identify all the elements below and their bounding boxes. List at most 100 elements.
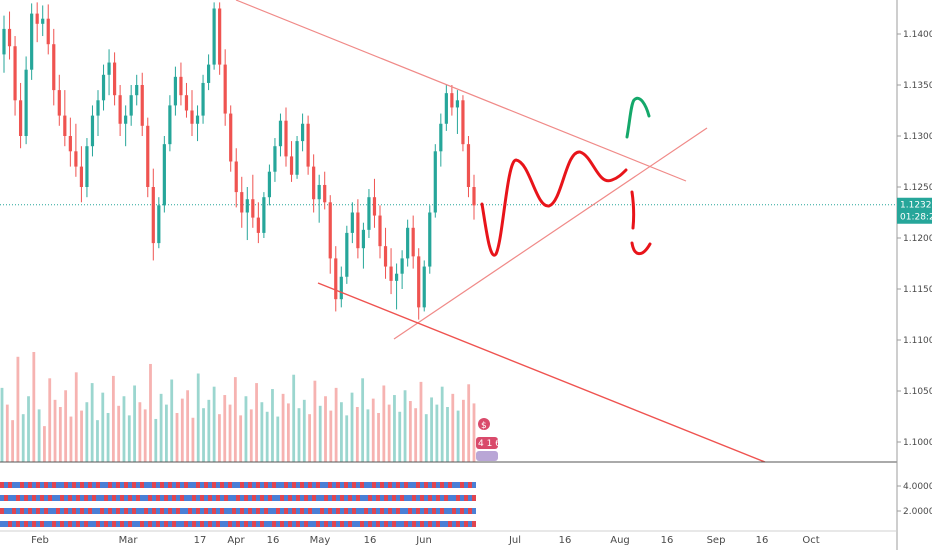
indicator-cell [12, 495, 16, 501]
candle [7, 11, 12, 60]
volume-bar [207, 399, 211, 462]
indicator-cell [392, 508, 396, 514]
volume-bar [393, 395, 396, 462]
indicator-cell [428, 521, 432, 527]
indicator-cell [472, 495, 476, 501]
indicator-cell [324, 508, 328, 514]
indicator-cell [420, 482, 424, 488]
indicator-cell [268, 521, 272, 527]
volume-bar [196, 373, 200, 462]
time-tick-label: 16 [756, 535, 769, 546]
candle [295, 136, 299, 179]
candle [356, 199, 360, 259]
volume-bar [218, 414, 221, 462]
candle-body [7, 28, 12, 47]
indicator-cell [224, 495, 228, 501]
volume-bar [117, 405, 121, 462]
indicator-cell [80, 482, 84, 488]
candle [74, 123, 78, 177]
candle [90, 105, 95, 157]
indicator-cell [164, 521, 168, 527]
volume-bar [366, 409, 370, 462]
candle [240, 176, 244, 228]
indicator-cell [204, 482, 208, 488]
indicator-cell [240, 482, 244, 488]
indicator-cell [340, 508, 344, 514]
indicator-cell [380, 508, 384, 514]
time-tick-label: Sep [707, 535, 726, 546]
indicator-cell [124, 482, 128, 488]
time-axis[interactable]: Feb Mar 17 Apr 16 May 16 Jun Jul 16 Aug 16 Sep 16 Oct [0, 530, 897, 546]
candle-body [312, 166, 316, 200]
indicator-cell [20, 521, 24, 527]
indicator-cell [232, 521, 236, 527]
candle [433, 144, 437, 218]
indicator-cell [288, 508, 292, 514]
indicator-cell [384, 482, 388, 488]
indicator-cell [284, 482, 288, 488]
indicator-cell [168, 495, 172, 501]
volume-bar [5, 404, 9, 462]
volume-bar [334, 387, 338, 462]
indicator-cell [448, 482, 452, 488]
time-tick-label: Apr [227, 535, 245, 546]
indicator-cell [180, 508, 184, 514]
volume-bar [255, 383, 258, 462]
price-axis[interactable]: 1.14000 1.13500 1.13000 1.12500 1.12000 1.115… [896, 0, 932, 550]
volume-bar [74, 372, 78, 462]
indicator-cell [124, 495, 128, 501]
volume-bar [127, 415, 131, 462]
volume-bar [440, 386, 444, 462]
candle-body [295, 141, 299, 175]
indicator-cell [132, 521, 136, 527]
indicator-cell [40, 521, 44, 527]
indicator-cell [4, 521, 8, 527]
indicator-cell [116, 495, 120, 501]
indicator-cell [160, 508, 164, 514]
indicator-cell [244, 495, 248, 501]
indicator-cell [336, 508, 340, 514]
candle [245, 187, 249, 241]
indicator-cell [364, 482, 368, 488]
indicator-cell [244, 482, 248, 488]
indicator-cell [36, 521, 40, 527]
candle-body [367, 197, 371, 230]
indicator-cell [364, 521, 368, 527]
candle-body [41, 18, 45, 24]
indicator-cell [128, 521, 132, 527]
volume-bar [186, 390, 190, 462]
indicator-cell [288, 521, 292, 527]
indicator-cell [172, 521, 176, 527]
indicator-cell [52, 495, 56, 501]
volume-bar [37, 409, 41, 462]
marker-badge [476, 437, 498, 449]
volume-bar [170, 379, 174, 462]
indicator-cell [396, 508, 400, 514]
volume-bar [361, 378, 365, 462]
indicator-cell [92, 508, 96, 514]
indicator-cell [48, 495, 52, 501]
candle-body [267, 171, 272, 198]
candle-body [52, 44, 56, 91]
volume-bar [11, 420, 15, 462]
indicator-cell [88, 508, 92, 514]
candle [334, 246, 338, 312]
indicator-cell [8, 521, 12, 527]
candle-body [157, 205, 161, 244]
indicator-cell [348, 482, 352, 488]
indicator-cell [380, 482, 384, 488]
indicator-cell [332, 482, 336, 488]
indicator-cell [96, 508, 100, 514]
indicator-cell [16, 508, 20, 514]
volume-bar [424, 414, 428, 462]
volume-bar [64, 390, 68, 462]
indicator-cell [224, 508, 228, 514]
indicator-cell [208, 495, 212, 501]
price-tick-label: 1.11000 [903, 336, 932, 346]
indicator-cell [356, 482, 360, 488]
indicator-cell [300, 508, 304, 514]
indicator-cell [192, 508, 196, 514]
indicator-cell [144, 508, 148, 514]
candle [278, 113, 283, 157]
